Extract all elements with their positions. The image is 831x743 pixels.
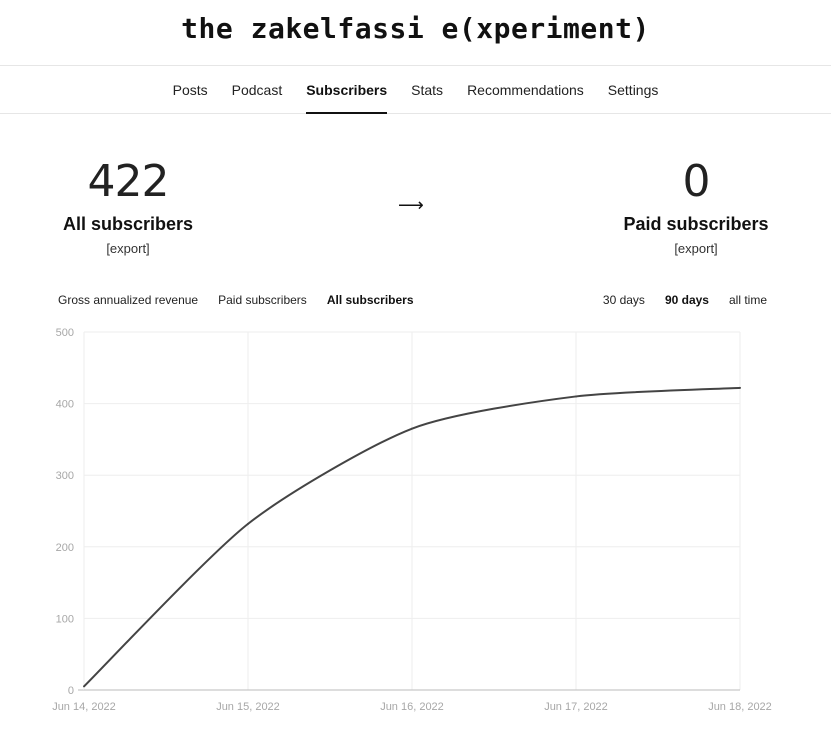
- arrow-right-icon: ⟶: [398, 195, 424, 215]
- site-title[interactable]: the zakelfassi e(xperiment): [181, 12, 650, 45]
- site-header: the zakelfassi e(xperiment): [0, 0, 831, 66]
- x-tick-label: Jun 18, 2022: [708, 701, 772, 713]
- data-point: [739, 386, 741, 389]
- paid-subscribers-label: Paid subscribers: [623, 214, 769, 234]
- metric-tab-paid-subscribers[interactable]: Paid subscribers: [218, 293, 307, 307]
- tab-podcast[interactable]: Podcast: [231, 82, 283, 98]
- metric-tab-gross-annualized-revenue[interactable]: Gross annualized revenue: [58, 293, 199, 307]
- data-point: [83, 685, 85, 688]
- paid-subscribers-stat: 0 Paid subscribers [export]: [616, 156, 776, 257]
- range-tabs: 30 days 90 days all time: [603, 293, 767, 307]
- all-subscribers-label: All subscribers: [62, 214, 194, 234]
- tab-recommendations[interactable]: Recommendations: [467, 82, 584, 98]
- y-tick-label: 300: [56, 470, 74, 482]
- data-point: [247, 522, 249, 525]
- all-subscribers-export-link[interactable]: [export]: [106, 241, 150, 256]
- x-tick-label: Jun 17, 2022: [544, 701, 608, 713]
- y-tick-label: 400: [56, 399, 74, 411]
- x-tick-label: Jun 16, 2022: [380, 701, 444, 713]
- metric-tabs: Gross annualized revenue Paid subscribers…: [58, 293, 414, 307]
- paid-subscribers-export-link[interactable]: [export]: [674, 241, 718, 256]
- data-point: [411, 427, 413, 430]
- metric-tab-all-subscribers[interactable]: All subscribers: [326, 293, 414, 307]
- tab-stats[interactable]: Stats: [411, 82, 444, 98]
- series-line: [83, 386, 741, 688]
- tab-settings[interactable]: Settings: [607, 82, 659, 98]
- main-nav: Posts Podcast Subscribers Stats Recommendati…: [0, 66, 831, 114]
- range-tab-90-days[interactable]: 90 days: [664, 293, 709, 307]
- x-tick-label: Jun 14, 2022: [52, 701, 116, 713]
- y-tick-label: 200: [56, 542, 74, 554]
- all-subscribers-stat: 422 All subscribers [export]: [58, 156, 198, 257]
- y-tick-label: 500: [56, 327, 74, 339]
- y-tick-label: 100: [56, 613, 74, 625]
- subscribers-line-chart: 0 100 200 300 400 500 Jun 14, 2022 Jun 15, 2022…: [52, 327, 772, 713]
- tab-subscribers[interactable]: Subscribers: [306, 66, 387, 114]
- range-tab-30-days[interactable]: 30 days: [602, 293, 645, 307]
- range-tab-all-time[interactable]: all time: [728, 293, 767, 307]
- all-subscribers-count: 422: [87, 156, 170, 207]
- y-tick-label: 0: [68, 685, 74, 697]
- data-point: [575, 395, 577, 398]
- x-tick-label: Jun 15, 2022: [216, 701, 280, 713]
- paid-subscribers-count: 0: [682, 156, 711, 207]
- tab-posts[interactable]: Posts: [172, 82, 208, 98]
